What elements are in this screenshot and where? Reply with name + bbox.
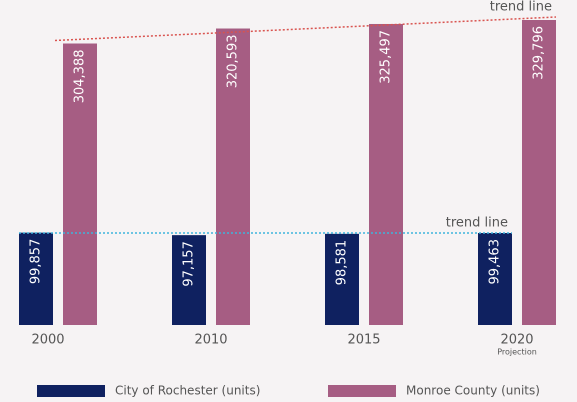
bar [478,233,512,325]
value-label: 325,497 [379,30,394,84]
x-tick-label: 2020 [500,333,533,348]
x-tick-label: 2000 [31,333,64,348]
category-note: Projection [497,348,537,357]
bar [369,23,403,326]
bar [216,28,250,325]
value-label: 98,581 [335,240,350,286]
value-label: 329,796 [532,26,547,80]
trend-line [54,16,557,42]
legend-swatch [37,385,105,397]
value-label: 97,157 [182,241,197,287]
value-label: 320,593 [226,35,241,89]
trend-label: trend line [446,216,508,231]
trend-label: trend line [490,0,552,15]
x-tick-label: 2015 [347,333,380,348]
value-label: 304,388 [73,49,88,103]
value-label: 99,463 [488,239,503,284]
legend-swatch [328,385,396,397]
x-tick-label: 2010 [194,333,227,348]
bar [19,232,53,325]
bar [325,233,359,325]
legend-label: City of Rochester (units) [115,384,260,398]
bar [172,235,206,325]
legend-label: Monroe County (units) [406,384,540,398]
value-label: 99,857 [29,239,44,284]
bar [63,43,97,325]
bar [522,20,556,325]
